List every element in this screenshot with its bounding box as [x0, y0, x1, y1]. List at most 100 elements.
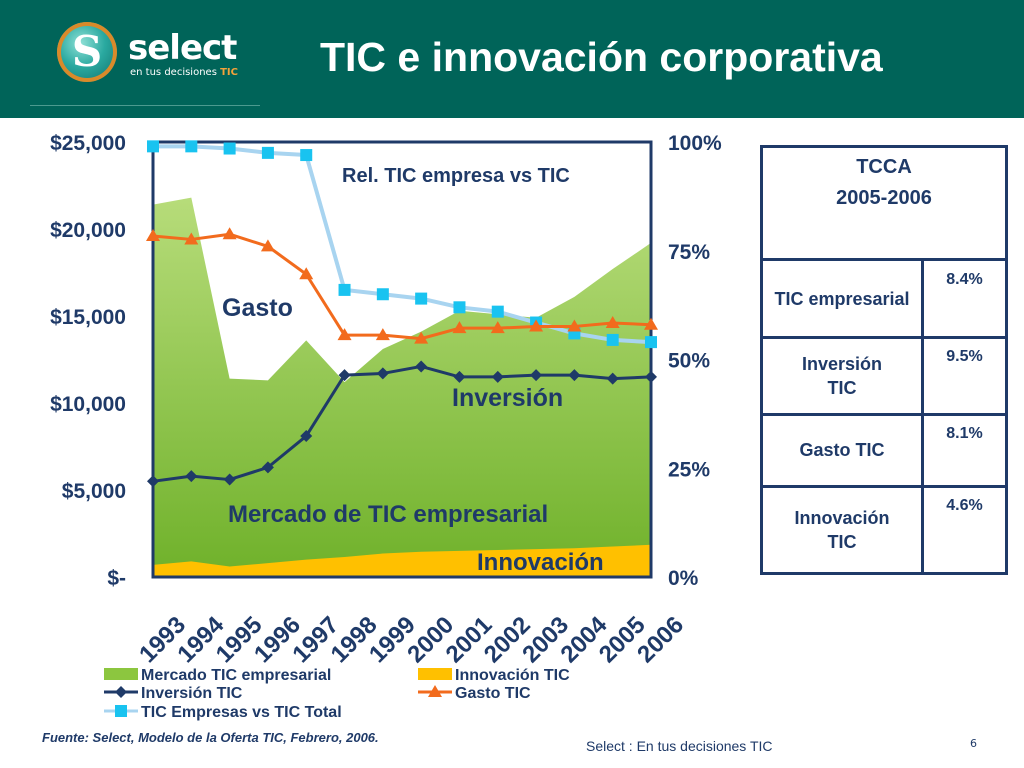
marker-rel	[376, 288, 389, 301]
marker-gasto	[299, 267, 314, 280]
marker-inversion	[415, 360, 428, 373]
marker-gasto	[414, 331, 429, 344]
marker-gasto	[567, 319, 582, 332]
tcca-period: 2005-2006	[836, 187, 932, 209]
slide-title: TIC e innovación corporativa	[320, 34, 883, 80]
legend-swatch	[418, 668, 452, 680]
tcca-row: Inversión TIC 9.5%	[763, 338, 1005, 416]
legend-swatch	[104, 668, 138, 680]
marker-rel	[147, 140, 159, 153]
x-tick-label: 2006	[632, 611, 689, 668]
legend-marker	[115, 705, 127, 717]
legend-label: Gasto TIC	[455, 685, 531, 702]
marker-inversion	[491, 370, 504, 383]
tcca-row-label: Innovación TIC	[763, 487, 924, 572]
marker-gasto	[260, 239, 275, 252]
legend-label: TIC Empresas vs TIC Total	[141, 704, 342, 721]
y-tick-label-right: 25%	[668, 458, 710, 481]
line-gasto	[152, 232, 652, 341]
tcca-header: TCCA 2005-2006	[763, 148, 1005, 261]
y-tick-label-right: 0%	[668, 567, 699, 590]
marker-rel	[453, 301, 466, 314]
tcca-row: TIC empresarial 8.4%	[763, 261, 1005, 339]
tcca-row: Gasto TIC 8.1%	[763, 415, 1005, 488]
chart-annotation: Inversión	[452, 384, 563, 412]
marker-rel	[606, 333, 619, 346]
chart-annotation: Rel. TIC empresa vs TIC	[342, 165, 570, 187]
chart-annotation: Gasto	[222, 294, 293, 322]
tcca-row: Innovación TIC 4.6%	[763, 487, 1005, 572]
tcca-table: TCCA 2005-2006 TIC empresarial 8.4% Inve…	[760, 145, 1008, 575]
marker-rel	[185, 140, 198, 153]
y-tick-label-right: 50%	[668, 350, 710, 373]
logo-s-mark: S	[71, 27, 103, 76]
marker-rel	[491, 305, 504, 318]
tcca-row-label: TIC empresarial	[763, 261, 924, 336]
marker-gasto	[337, 328, 352, 341]
header-divider	[30, 105, 260, 106]
marker-rel	[300, 149, 313, 162]
legend-marker	[115, 686, 127, 698]
marker-inversion	[376, 367, 389, 380]
legend-label: Mercado TIC empresarial	[141, 667, 331, 684]
marker-rel	[223, 142, 236, 155]
logo-tagline: en tus decisiones TIC	[130, 67, 238, 78]
tcca-row-label: Gasto TIC	[763, 415, 924, 485]
footer-text: Select : En tus decisiones TIC	[586, 738, 773, 754]
marker-gasto	[375, 328, 390, 341]
tcca-row-value: 8.4%	[946, 271, 983, 288]
tcca-row-label: Inversión TIC	[763, 338, 924, 413]
chart-annotation: Mercado de TIC empresarial	[228, 501, 548, 528]
tcca-row-value: 9.5%	[946, 348, 983, 365]
source-note: Fuente: Select, Modelo de la Oferta TIC,…	[42, 730, 379, 745]
marker-gasto	[644, 317, 658, 330]
y-tick-label-left: $20,000	[50, 219, 126, 242]
marker-inversion	[147, 475, 159, 488]
area-mercado-tic-empresarial	[153, 197, 651, 577]
marker-rel	[645, 336, 657, 349]
marker-inversion	[568, 369, 581, 382]
marker-rel	[261, 146, 274, 159]
line-rel	[153, 144, 652, 345]
y-tick-label-left: $10,000	[50, 393, 126, 416]
logo-name: select	[128, 28, 237, 68]
marker-inversion	[300, 430, 313, 443]
marker-inversion	[530, 369, 543, 382]
y-tick-label-right: 75%	[668, 241, 710, 264]
marker-inversion	[261, 461, 274, 474]
marker-gasto	[529, 319, 544, 332]
marker-gasto	[222, 227, 237, 240]
legend-marker	[428, 685, 442, 697]
y-tick-label-left: $5,000	[62, 480, 126, 503]
marker-rel	[415, 292, 428, 305]
slide-header: S select en tus decisiones TIC TIC e inn…	[0, 0, 1024, 118]
marker-gasto	[490, 321, 505, 334]
chart-annotation: Innovación	[477, 549, 604, 576]
marker-inversion	[185, 470, 198, 483]
y-tick-label-left: $15,000	[50, 306, 126, 329]
tcca-row-value: 8.1%	[946, 425, 983, 442]
legend-label: Innovación TIC	[455, 667, 570, 684]
marker-gasto	[184, 232, 199, 245]
plot-frame	[151, 140, 653, 579]
marker-inversion	[645, 370, 657, 383]
marker-gasto	[146, 228, 160, 241]
legend-label: Inversión TIC	[141, 685, 243, 702]
page-number: 6	[970, 737, 977, 750]
marker-inversion	[223, 473, 236, 486]
marker-gasto	[605, 315, 620, 328]
select-logo-icon	[57, 22, 117, 82]
marker-inversion	[453, 370, 466, 383]
marker-rel	[338, 283, 351, 296]
marker-inversion	[338, 369, 351, 382]
marker-inversion	[606, 372, 619, 385]
tcca-title: TCCA	[856, 156, 912, 178]
y-tick-label-right: 100%	[668, 132, 722, 155]
y-tick-label-left: $25,000	[50, 132, 126, 155]
marker-gasto	[452, 321, 467, 334]
line-inversion	[152, 364, 652, 483]
y-tick-label-left: $-	[107, 567, 126, 590]
tcca-row-value: 4.6%	[946, 497, 983, 514]
area-innovacion-tic	[153, 544, 651, 577]
